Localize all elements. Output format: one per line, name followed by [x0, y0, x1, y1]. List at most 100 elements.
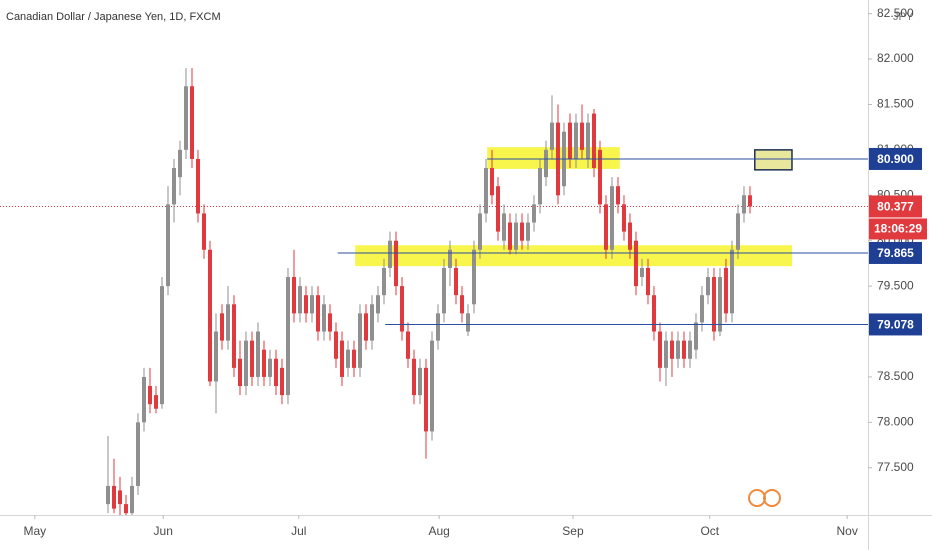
candle-body [465, 313, 470, 332]
candle-body [495, 186, 500, 232]
candle-body [447, 249, 452, 268]
zone [355, 245, 792, 267]
level-label: 79.078 [877, 318, 914, 332]
candle-body [711, 277, 716, 332]
candle-body [567, 122, 572, 159]
level-label: 80.900 [877, 152, 914, 166]
candle-body [375, 295, 380, 314]
candle-body [165, 204, 170, 287]
candle-body [411, 358, 416, 396]
candle-body [693, 322, 698, 350]
candle-body [519, 222, 524, 241]
logo [748, 489, 781, 507]
candle-body [579, 122, 584, 150]
candle-body [393, 240, 398, 287]
candle-body [129, 485, 134, 514]
level-label: 79.865 [877, 246, 914, 260]
candle-body [123, 504, 128, 514]
x-tick-label: Oct [700, 524, 719, 538]
x-tick-label: Aug [429, 524, 450, 538]
candle-body [687, 340, 692, 359]
chart-title: Canadian Dollar / Japanese Yen, 1D, FXCM [6, 11, 221, 23]
x-tick-label: Sep [562, 524, 584, 538]
candle-body [531, 204, 536, 223]
candle-body [429, 340, 434, 432]
candle-body [189, 86, 194, 159]
candle-body [369, 304, 374, 341]
candle-body [609, 186, 614, 250]
candle-body [453, 267, 458, 296]
candle-body [603, 204, 608, 250]
candle-body [327, 313, 332, 332]
candle-body [357, 313, 362, 368]
target-box [754, 149, 793, 171]
y-tick-label: 82.000 [877, 51, 914, 65]
candle-body [159, 286, 164, 405]
candle-body [423, 367, 428, 432]
candle-body [435, 313, 440, 341]
countdown-box [869, 218, 927, 240]
candle-body [723, 267, 728, 314]
candle-body [243, 340, 248, 387]
candle-body [633, 240, 638, 287]
candle-body [153, 395, 158, 409]
candle-body [111, 485, 116, 509]
level-label-box [869, 241, 922, 264]
countdown-label: 18:06:29 [874, 222, 922, 236]
candle-body [273, 358, 278, 387]
candle-body [297, 286, 302, 314]
candle-body [525, 222, 530, 241]
candle-body [339, 340, 344, 377]
candle-body [387, 240, 392, 268]
candle-body [501, 213, 506, 241]
x-tick-label: May [23, 524, 46, 538]
candle-body [363, 313, 368, 341]
candle-body [747, 195, 752, 207]
candle-body [717, 277, 722, 332]
candle-body [249, 340, 254, 377]
candle-body [315, 295, 320, 332]
x-tick-label: Jul [291, 524, 306, 538]
level-label-box [869, 147, 922, 170]
candle-body [231, 304, 236, 368]
candle-body [597, 149, 602, 205]
y-tick-label: 81.500 [877, 97, 914, 111]
candle-body [171, 168, 176, 205]
candle-body [267, 358, 272, 377]
candle-body [657, 331, 662, 368]
candle-body [195, 158, 200, 214]
candle-body [483, 168, 488, 214]
candle-body [183, 86, 188, 150]
candle-body [585, 122, 590, 159]
candle-body [417, 367, 422, 396]
y-tick-label: 78.000 [877, 415, 914, 429]
y-tick-label: 78.500 [877, 369, 914, 383]
candle-body [441, 267, 446, 314]
candle-body [591, 113, 596, 169]
candle-body [705, 277, 710, 296]
candle-body [141, 376, 146, 423]
logo-ring [763, 489, 781, 507]
candle-body [489, 168, 494, 196]
candle-body [681, 340, 686, 359]
candle-body [309, 295, 314, 314]
candle-body [573, 122, 578, 159]
candle-body [255, 331, 260, 377]
candle-body [399, 286, 404, 332]
candle-body [507, 222, 512, 250]
candle-body [735, 213, 740, 250]
candle-body [513, 222, 518, 250]
candle-body [621, 204, 626, 232]
candle-body [669, 340, 674, 359]
candle-body [549, 122, 554, 150]
x-tick-label: Nov [837, 524, 858, 538]
candle-body [729, 249, 734, 314]
candle-body [663, 340, 668, 368]
candle-body [615, 186, 620, 205]
last-price-box [869, 195, 922, 218]
candle-body [135, 422, 140, 486]
candle-body [177, 149, 182, 178]
candle-body [279, 367, 284, 396]
